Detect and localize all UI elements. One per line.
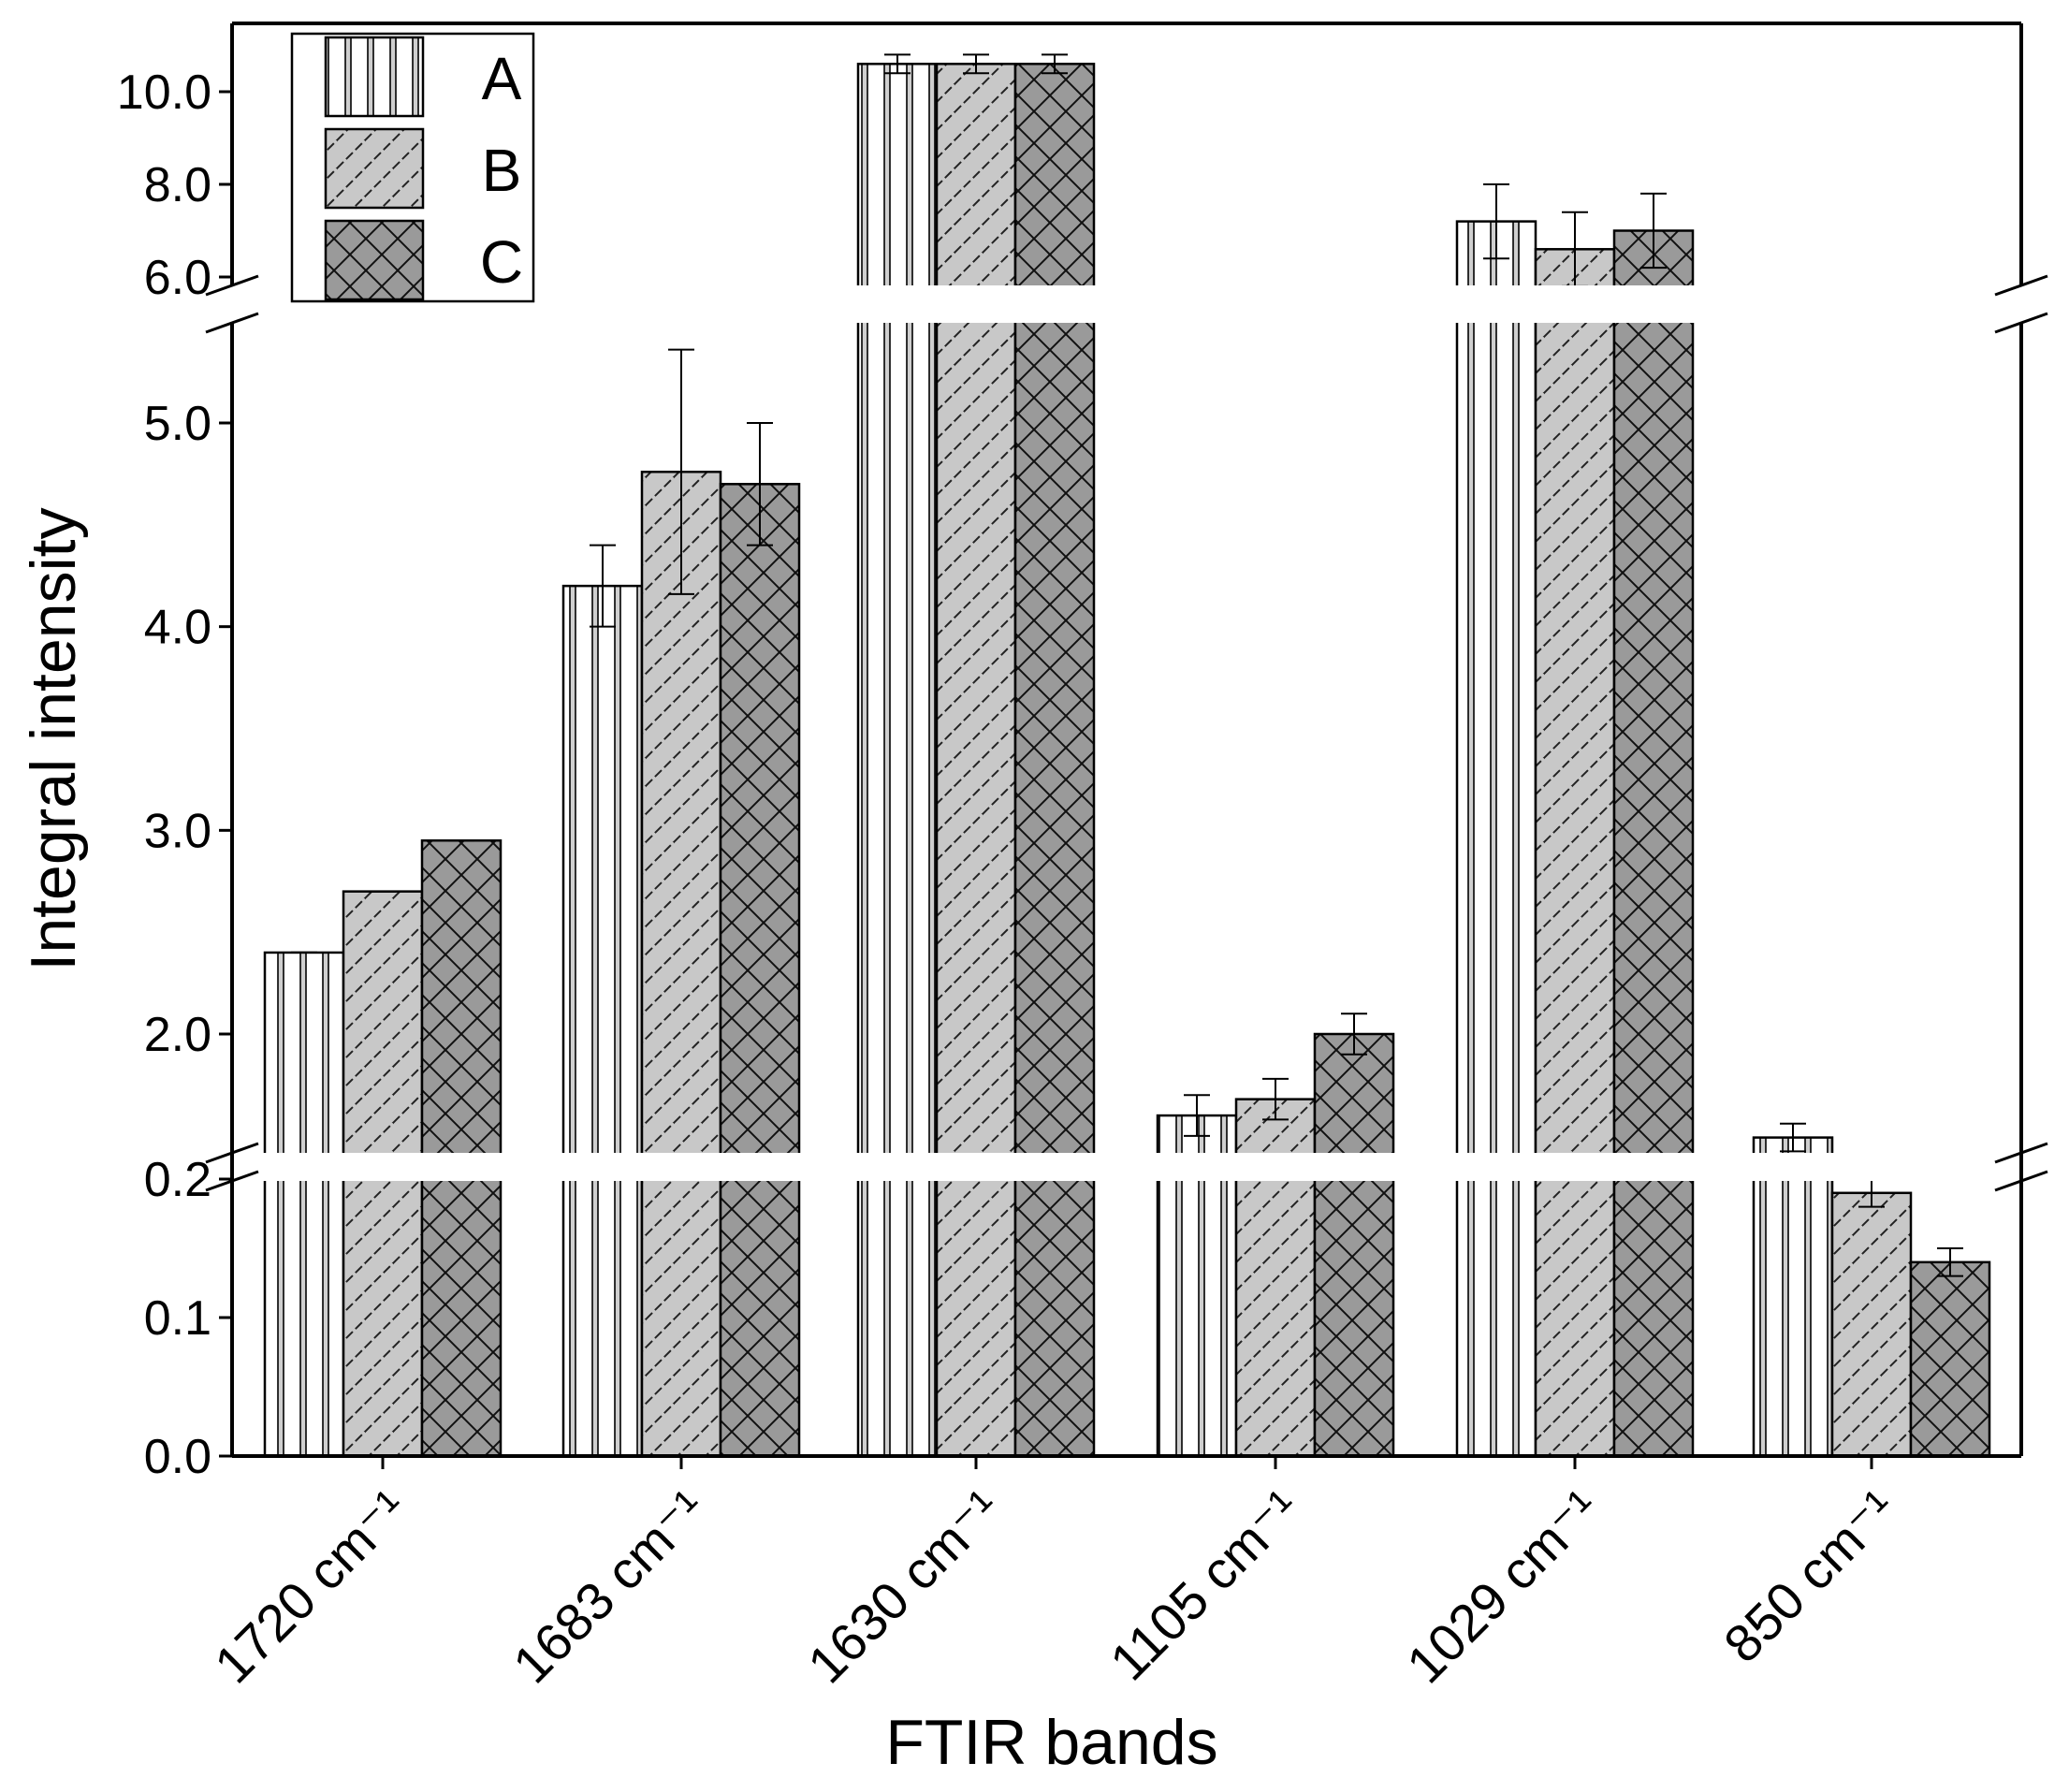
axis-break-gap-0	[204, 1153, 2049, 1181]
legend-swatch-c	[324, 219, 425, 301]
bar-b-1	[640, 470, 722, 1458]
bar-c-5	[1909, 1260, 1991, 1458]
y-axis-title: Integral intensity	[18, 507, 89, 970]
bar-c-2	[1013, 63, 1096, 1458]
y-tick-label-0-1: 0.1	[144, 1291, 211, 1346]
x-axis-title: FTIR bands	[885, 1707, 1217, 1778]
y-tick-label-1-3: 5.0	[144, 397, 211, 451]
bar-b-2	[935, 63, 1017, 1458]
bar-c-4	[1612, 229, 1695, 1458]
x-tick-label-3: 1105 cm⁻¹	[1099, 1479, 1312, 1692]
x-tick-label-4: 1029 cm⁻¹	[1395, 1479, 1611, 1695]
bar-a-0	[263, 951, 345, 1458]
break-mark-0-0b	[205, 1170, 259, 1192]
bar-c-1	[719, 483, 801, 1458]
break-mark-1-0b	[205, 312, 259, 334]
x-tick-label-5: 850 cm⁻¹	[1712, 1479, 1907, 1673]
legend-label-a: A	[482, 45, 522, 112]
bar-a-5	[1752, 1136, 1834, 1458]
legend-swatch-a	[324, 36, 425, 118]
y-tick-label-2-1: 8.0	[144, 158, 211, 212]
y-tick-label-1-2: 4.0	[144, 601, 211, 655]
legend-swatch-b	[324, 127, 425, 210]
y-tick-label-0-2: 0.2	[144, 1153, 211, 1207]
break-mark-0-1b	[1994, 1170, 2048, 1192]
x-tick-label-1: 1683 cm⁻¹	[502, 1479, 718, 1695]
bar-a-1	[561, 584, 644, 1458]
break-mark-0-1a	[1994, 1142, 2048, 1164]
bar-c-0	[420, 838, 503, 1458]
bar-b-3	[1234, 1098, 1317, 1458]
y-tick-label-2-0: 6.0	[144, 251, 211, 305]
break-mark-1-0a	[205, 274, 259, 297]
y-tick-label-1-1: 3.0	[144, 804, 211, 858]
break-mark-1-1a	[1994, 274, 2048, 297]
break-mark-1-1b	[1994, 312, 2048, 334]
bar-a-2	[856, 63, 939, 1458]
x-tick-label-0: 1720 cm⁻¹	[203, 1479, 419, 1695]
break-mark-0-0a	[205, 1142, 259, 1164]
bar-b-4	[1534, 248, 1616, 1458]
y-tick-label-2-2: 10.0	[117, 66, 211, 120]
y-tick-label-1-0: 2.0	[144, 1008, 211, 1062]
bar-c-3	[1313, 1032, 1395, 1458]
y-tick-label-0-0: 0.0	[144, 1430, 211, 1484]
bar-a-4	[1455, 220, 1537, 1458]
x-tick-label-2: 1630 cm⁻¹	[796, 1479, 1013, 1695]
legend-label-b: B	[482, 137, 522, 204]
legend-label-c: C	[480, 228, 523, 296]
bar-b-5	[1830, 1191, 1913, 1458]
